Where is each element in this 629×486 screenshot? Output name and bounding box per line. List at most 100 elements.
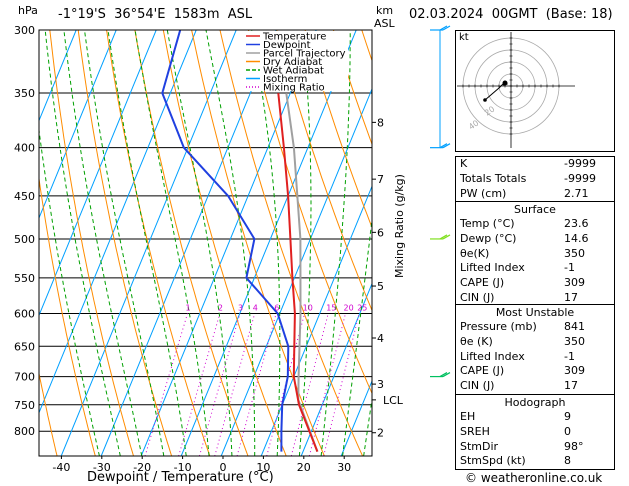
parcel-trajectory [285,92,319,452]
temp-tick-label: 20 [297,461,311,474]
legend-label: Dry Adiabat [263,57,322,68]
surface-table: Surface Temp (°C) 23.6 Dewp (°C) 14.6 θe(K) 3… [455,201,615,307]
row-value: 309 [564,276,585,290]
isotherm-line [340,379,372,456]
wet-adiabat-line [298,30,312,456]
row-label: Temp (°C) [460,217,515,230]
km-label: km [376,4,394,17]
row-label: CIN (J) [460,290,495,304]
asl-label: ASL [374,17,395,30]
dry-adiabat-line [77,30,173,456]
row-value: 309 [564,364,585,378]
wind-barb [442,372,451,378]
dry-adiabat-line [332,30,372,146]
wet-adiabat-line [251,30,281,456]
dry-adiabat-line [247,30,372,395]
mixing-ratio-label: 2 [218,304,223,313]
dewpoint-profile [161,30,290,452]
temp-tick-label: -10 [174,461,192,474]
row-label: StmSpd (kt) [460,454,526,468]
index-value: 2.71 [564,186,589,200]
dry-adiabat-line [162,30,287,456]
height-tick-label: 2 [377,427,384,440]
row-value: 0 [564,424,571,438]
isotherm-line [39,30,197,415]
wet-adiabat-line [39,126,100,456]
row-value: 350 [564,246,585,260]
isotherm-line [39,30,77,122]
mixing-ratio-line [198,313,241,456]
wet-adiabat-line [44,30,121,456]
mixing-ratio-label: 3 [238,304,243,313]
table-row: Lifted Index -1 [456,261,614,276]
height-tick-label: 6 [377,226,384,239]
pressure-tick-label: 550 [14,272,35,285]
mixing-ratio-label: 1 [186,304,191,313]
wet-adiabat-line [107,30,187,456]
mixing-ratio-line [144,313,188,456]
row-label: θe(K) [460,246,490,260]
temp-tick-label: -20 [133,461,151,474]
pressure-tick-label: 450 [14,190,35,203]
pressure-tick-label: 350 [14,87,35,100]
datetime-label: 02.03.2024 00GMT (Base: 18) [409,7,613,22]
table-row: StmSpd (kt) 8 [456,454,614,469]
mixing-ratio-label: 4 [253,304,258,313]
wind-barb [439,25,448,31]
table-row: SREH 0 [456,425,614,440]
isotherm-line [39,30,157,317]
dry-adiabat-line [39,371,58,456]
dry-adiabat-line [617,30,629,456]
wet-adiabat-line [166,30,233,456]
height-tick-label: 8 [377,116,384,129]
index-label: K [460,157,468,170]
x-axis-label: Dewpoint / Temperature (°C) [87,470,274,485]
mixing-ratio-line [178,313,221,456]
wet-adiabat-line [134,30,210,456]
hodograph-label: kt [459,32,469,43]
mixing-ratio-line [214,313,256,456]
index-label: PW (cm) [460,186,507,200]
table-row: CAPE (J) 309 [456,364,614,379]
index-value: -9999 [564,157,596,170]
mixing-ratio-axis-label: Mixing Ratio (g/kg) [393,174,406,278]
index-row-totals: Totals Totals -9999 [456,172,614,187]
wind-barb [442,234,451,240]
row-value: -1 [564,261,575,275]
isotherm-line [180,30,357,456]
most-unstable-title: Most Unstable [495,306,575,319]
mixing-ratio-label: 25 [357,304,367,313]
row-value: 17 [564,379,578,393]
row-label: θe (K) [460,334,493,348]
table-row: θe(K) 350 [456,247,614,262]
credit-label: © weatheronline.co.uk [465,471,603,485]
temperature-profile [277,92,319,452]
height-tick-label: 7 [377,173,384,186]
row-label: Lifted Index [460,349,525,363]
height-tick-label: 5 [377,280,384,293]
table-row: CAPE (J) 309 [456,276,614,291]
dry-adiabat-line [49,30,134,456]
dry-adiabat-line [191,30,325,456]
wind-barb [439,143,448,149]
row-label: Dewp (°C) [460,231,517,245]
wet-adiabat-line [205,30,256,456]
height-tick-label: LCL [383,394,404,407]
legend-label: Isotherm [263,74,307,85]
row-label: Pressure (mb) [460,320,537,333]
pressure-tick-label: 500 [14,233,35,246]
row-value: 17 [564,290,578,304]
wet-adiabat-line [320,30,351,456]
temp-tick-label: 0 [220,461,227,474]
pressure-tick-label: 300 [14,24,35,37]
row-value: 23.6 [564,217,589,230]
dry-adiabat-line [219,30,364,456]
wind-barb [442,143,451,149]
mixing-ratio-label: 10 [303,304,313,313]
table-row: θe (K) 350 [456,335,614,350]
row-label: CIN (J) [460,379,495,393]
legend-label: Dewpoint [263,40,311,51]
table-row: Dewp (°C) 14.6 [456,232,614,247]
row-value: 8 [564,454,571,468]
